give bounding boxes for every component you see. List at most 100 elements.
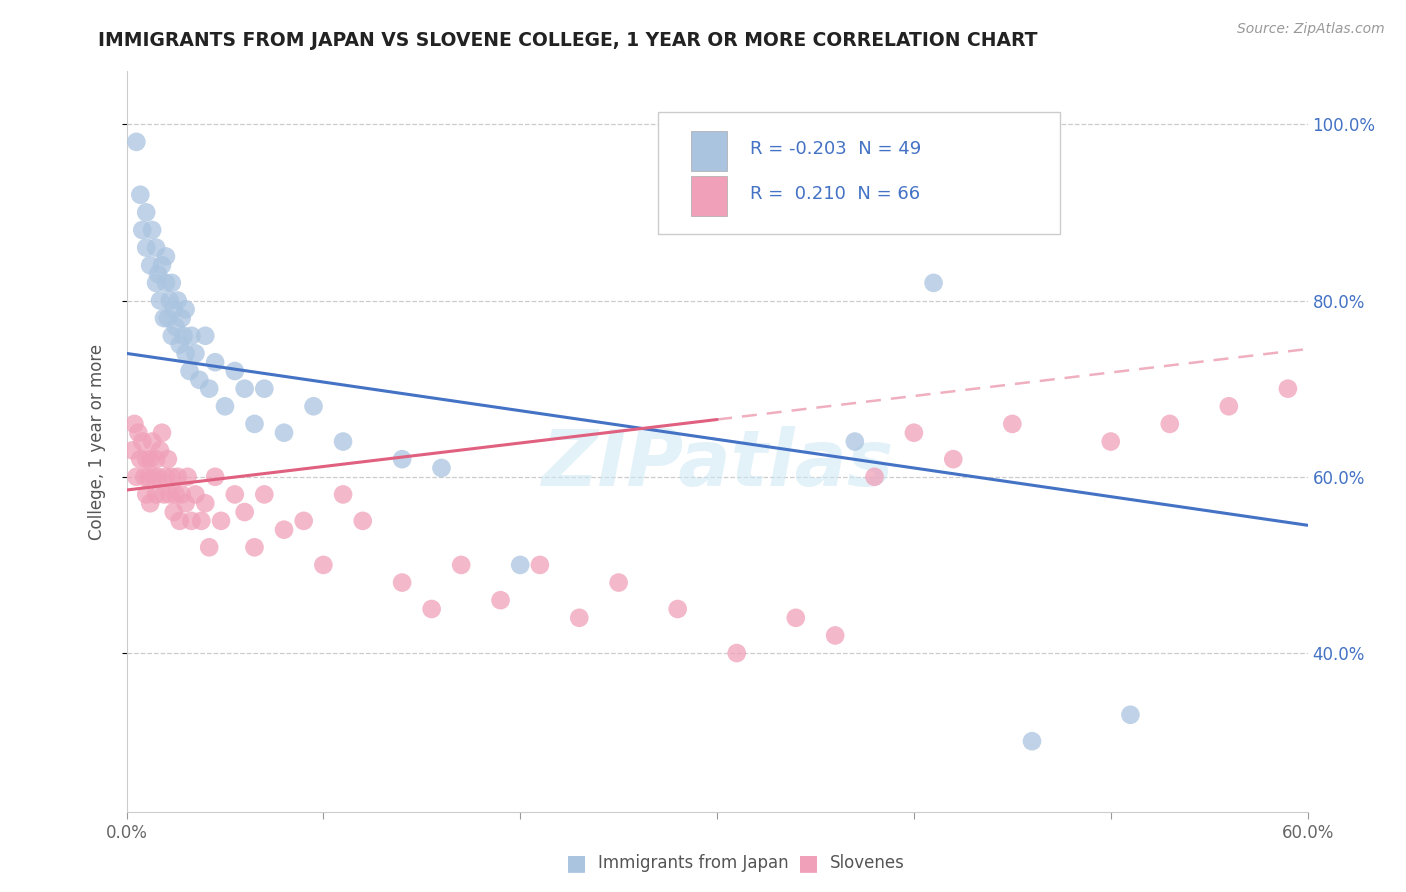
- Point: [243, 541, 266, 555]
- Point: [145, 452, 167, 467]
- Point: [489, 593, 512, 607]
- Point: [129, 452, 152, 467]
- Point: [156, 311, 179, 326]
- Point: [204, 470, 226, 484]
- Point: [135, 452, 157, 467]
- Point: [160, 276, 183, 290]
- Point: [863, 470, 886, 484]
- Point: [139, 452, 162, 467]
- Point: [785, 611, 807, 625]
- Point: [184, 346, 207, 360]
- FancyBboxPatch shape: [692, 176, 727, 216]
- Point: [165, 487, 187, 501]
- Point: [1001, 417, 1024, 431]
- Point: [153, 487, 176, 501]
- Text: ■: ■: [567, 854, 586, 873]
- FancyBboxPatch shape: [692, 131, 727, 171]
- Point: [143, 470, 166, 484]
- Point: [146, 470, 169, 484]
- Point: [135, 241, 157, 255]
- Point: [139, 258, 162, 272]
- Text: ZIPatlas: ZIPatlas: [541, 425, 893, 502]
- Point: [430, 461, 453, 475]
- Point: [149, 293, 172, 308]
- Point: [209, 514, 232, 528]
- Point: [233, 382, 256, 396]
- Point: [124, 417, 146, 431]
- Point: [141, 434, 163, 449]
- Point: [1021, 734, 1043, 748]
- Point: [179, 364, 201, 378]
- Point: [159, 293, 181, 308]
- Point: [529, 558, 551, 572]
- Text: R = -0.203  N = 49: R = -0.203 N = 49: [751, 140, 921, 158]
- Point: [184, 487, 207, 501]
- Point: [129, 187, 152, 202]
- Point: [155, 276, 177, 290]
- Point: [131, 434, 153, 449]
- Text: Immigrants from Japan: Immigrants from Japan: [598, 855, 789, 872]
- Point: [156, 452, 179, 467]
- Point: [922, 276, 945, 290]
- Point: [139, 496, 162, 510]
- Text: ■: ■: [799, 854, 818, 873]
- Point: [146, 267, 169, 281]
- Point: [332, 487, 354, 501]
- Point: [607, 575, 630, 590]
- Point: [173, 328, 195, 343]
- Point: [352, 514, 374, 528]
- Point: [131, 223, 153, 237]
- Point: [174, 302, 197, 317]
- Point: [1119, 707, 1142, 722]
- Point: [942, 452, 965, 467]
- Point: [121, 443, 143, 458]
- Point: [170, 487, 193, 501]
- Point: [824, 628, 846, 642]
- Point: [302, 399, 325, 413]
- Point: [176, 470, 198, 484]
- Point: [903, 425, 925, 440]
- Y-axis label: College, 1 year or more: College, 1 year or more: [87, 343, 105, 540]
- Point: [125, 470, 148, 484]
- Point: [169, 514, 191, 528]
- Point: [150, 258, 173, 272]
- Point: [155, 250, 177, 264]
- Point: [163, 302, 186, 317]
- Point: [163, 505, 186, 519]
- Point: [145, 276, 167, 290]
- Point: [169, 337, 191, 351]
- Point: [844, 434, 866, 449]
- Point: [312, 558, 335, 572]
- Point: [141, 223, 163, 237]
- Point: [198, 382, 221, 396]
- Point: [149, 443, 172, 458]
- Point: [253, 382, 276, 396]
- Point: [253, 487, 276, 501]
- Point: [273, 523, 295, 537]
- Point: [194, 496, 217, 510]
- Point: [224, 487, 246, 501]
- Point: [420, 602, 443, 616]
- FancyBboxPatch shape: [658, 112, 1060, 235]
- Point: [155, 470, 177, 484]
- Point: [1099, 434, 1122, 449]
- Point: [188, 373, 211, 387]
- Point: [233, 505, 256, 519]
- Text: R =  0.210  N = 66: R = 0.210 N = 66: [751, 185, 921, 202]
- Point: [180, 514, 202, 528]
- Point: [666, 602, 689, 616]
- Point: [136, 470, 159, 484]
- Point: [509, 558, 531, 572]
- Point: [166, 293, 188, 308]
- Point: [165, 320, 187, 334]
- Point: [166, 470, 188, 484]
- Point: [214, 399, 236, 413]
- Text: Source: ZipAtlas.com: Source: ZipAtlas.com: [1237, 22, 1385, 37]
- Point: [180, 328, 202, 343]
- Point: [292, 514, 315, 528]
- Point: [273, 425, 295, 440]
- Point: [159, 487, 181, 501]
- Point: [1277, 382, 1299, 396]
- Point: [391, 575, 413, 590]
- Point: [1159, 417, 1181, 431]
